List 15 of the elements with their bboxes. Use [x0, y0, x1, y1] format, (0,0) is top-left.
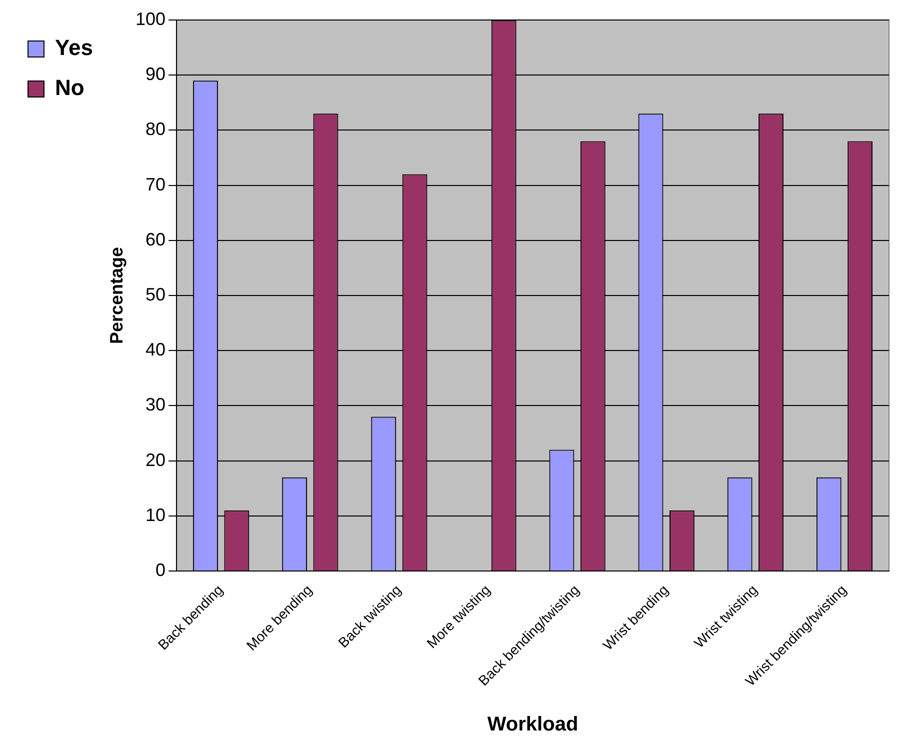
y-tick-label: 10	[146, 504, 166, 525]
y-tick-label: 100	[136, 8, 166, 29]
y-tick-label: 30	[146, 394, 166, 415]
y-tick-label: 40	[146, 340, 166, 360]
y-tick-label: 0	[156, 560, 166, 580]
legend-label: No	[55, 75, 84, 100]
y-tick-label: 60	[146, 229, 166, 250]
y-tick-label: 20	[146, 450, 166, 470]
x-axis-title: Workload	[487, 714, 578, 736]
y-tick-label: 70	[146, 174, 166, 194]
y-axis-title: Percentage	[106, 246, 127, 344]
legend-label: Yes	[55, 35, 93, 60]
y-tick-label: 50	[146, 284, 166, 304]
y-tick-label: 90	[146, 64, 166, 84]
y-tick-label: 80	[146, 119, 166, 140]
